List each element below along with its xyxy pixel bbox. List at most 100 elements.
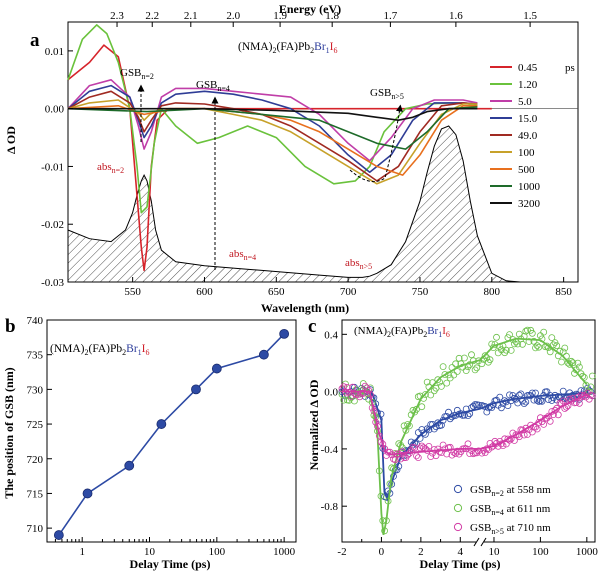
panel-b-letter: b [5, 316, 16, 337]
gsb-n5-arrow [349, 104, 403, 183]
compound-formula-b: (NMA)2(FA)Pb2Br1I6 [50, 343, 150, 357]
x-tick-label: 100 [532, 546, 549, 558]
x-tick-label: 650 [268, 286, 285, 298]
y-tick-label: -0.8 [321, 501, 339, 513]
kinetics-series [338, 326, 596, 535]
kinetic-point [457, 360, 465, 368]
kinetic-point [455, 450, 463, 458]
x-tick-label: 600 [196, 286, 213, 298]
compound-formula-c: (NMA)2(FA)Pb2Br1I6 [354, 325, 450, 339]
fit-line [342, 337, 588, 535]
kinetic-point [559, 348, 567, 356]
kinetic-point [520, 431, 528, 439]
abs-n2-label: absn=2 [97, 161, 124, 175]
kinetic-point [423, 378, 431, 386]
top-tick-label: 2.0 [226, 10, 240, 22]
gsb-position-series [53, 328, 290, 540]
kinetic-point [437, 421, 445, 429]
kinetic-point [561, 344, 569, 352]
kinetic-point [553, 342, 561, 350]
kinetic-point [421, 391, 429, 398]
kinetic-point [564, 359, 572, 367]
kinetic-point [462, 367, 470, 375]
legend-label: 1.20 [518, 79, 538, 91]
gsb-position-point [53, 530, 64, 540]
x-axis-title-b: Delay Time (ps) [130, 557, 211, 571]
kinetic-point [411, 439, 419, 447]
axis-break-mark [480, 537, 487, 547]
kinetic-point [420, 429, 428, 437]
y-axis-title-a: Δ OD [4, 126, 18, 154]
y-tick-label: 715 [27, 488, 44, 500]
gsb-position-point [258, 349, 269, 360]
series-line-15.0 [67, 84, 478, 173]
y-tick-label: 740 [27, 315, 44, 327]
gsb-position-point [191, 384, 201, 395]
y-tick-label: -0.01 [41, 161, 64, 173]
kinetic-point [413, 452, 420, 460]
kinetic-point [430, 425, 438, 433]
kinetic-point [493, 333, 500, 341]
gsb-n5-label: GSBn>5 [370, 87, 404, 101]
kinetic-point [397, 455, 405, 463]
kinetic-point [499, 442, 507, 450]
kinetic-point [416, 444, 424, 452]
kinetic-point [582, 381, 590, 389]
y-tick-label: 0.01 [45, 46, 64, 58]
kinetic-point [550, 341, 557, 349]
top-tick-label: 1.9 [273, 10, 287, 22]
legend-label: GSBn=4 at 611 nm [470, 503, 551, 517]
x-tick-label: 100 [209, 546, 226, 558]
kinetic-point [443, 379, 451, 387]
kinetic-point [425, 442, 433, 450]
kinetic-point [391, 456, 399, 464]
y-tick-label: -0.02 [41, 219, 64, 231]
kinetic-point [464, 440, 472, 448]
kinetic-point [576, 363, 583, 371]
kinetic-point [453, 406, 461, 414]
kinetic-point [540, 328, 548, 336]
kinetic-point [427, 453, 435, 461]
x-tick-label: 10 [488, 546, 500, 558]
kinetic-point [350, 397, 358, 405]
kinetic-point [345, 396, 353, 404]
y-tick-label: -0.03 [41, 277, 64, 289]
gsb-position-point [156, 419, 167, 429]
kinetic-point [522, 424, 530, 432]
gsb-position-point [211, 363, 222, 374]
kinetic-point [468, 351, 475, 359]
kinetic-point [574, 359, 582, 367]
kinetic-point [460, 354, 468, 362]
x-tick-label: 4 [458, 546, 464, 558]
kinetic-point [434, 376, 442, 384]
kinetic-point [502, 346, 510, 354]
x-tick-label: 1000 [273, 546, 296, 558]
x-tick-label: -2 [337, 546, 346, 558]
legend-label: 0.45 [518, 62, 538, 74]
kinetic-point [473, 364, 481, 372]
legend-label: 49.0 [518, 130, 538, 142]
y-tick-label: 0.4 [324, 329, 338, 341]
kinetic-point [546, 348, 554, 356]
kinetic-point [554, 393, 562, 400]
axis-ticks-c: -2 0 2 4 10 100 1000 -0.8 -0.4 0.0 0.4 [321, 329, 599, 558]
kinetic-point [414, 454, 422, 462]
top-axis-ticks: 2.32.22.12.01.91.81.71.61.51.3 [110, 10, 537, 27]
kinetic-point [356, 393, 364, 401]
legend-label: 100 [518, 147, 535, 159]
gsb-n4-label: GSBn=4 [196, 79, 230, 93]
axis-break-mask [476, 538, 484, 546]
kinetic-point [530, 337, 538, 345]
kinetic-point [554, 411, 562, 419]
y-tick-label: 0.00 [45, 104, 65, 116]
legend-marker [453, 484, 463, 494]
kinetic-point [548, 334, 556, 342]
x-tick-label: 800 [484, 286, 501, 298]
series-line-1000 [67, 106, 478, 150]
kinetic-point [524, 326, 531, 334]
kinetic-point [473, 449, 481, 457]
kinetic-point [584, 389, 591, 397]
y-axis-title-c: Normalized Δ OD [307, 379, 321, 470]
kinetic-point [532, 344, 539, 352]
